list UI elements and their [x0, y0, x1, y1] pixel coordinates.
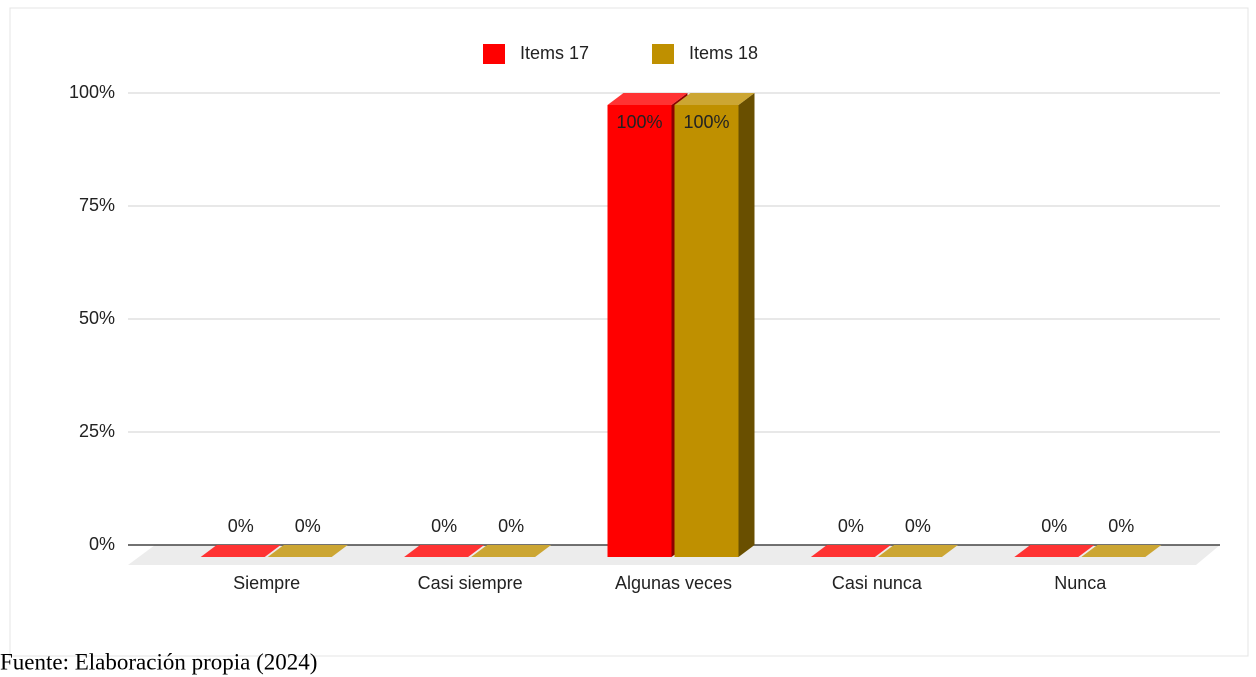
- x-tick-label: Casi siempre: [418, 573, 523, 593]
- x-tick-label: Algunas veces: [615, 573, 732, 593]
- y-tick-label: 75%: [79, 195, 115, 215]
- value-label: 0%: [838, 516, 864, 536]
- legend-swatch: [652, 44, 674, 64]
- bar-top: [404, 545, 485, 557]
- value-label: 0%: [1041, 516, 1067, 536]
- y-tick-label: 50%: [79, 308, 115, 328]
- bar-top: [674, 93, 755, 105]
- bar-top: [1014, 545, 1095, 557]
- value-label: 0%: [228, 516, 254, 536]
- bar: [607, 105, 672, 557]
- x-tick-label: Siempre: [233, 573, 300, 593]
- source-caption: Fuente: Elaboración propia (2024): [0, 649, 317, 674]
- y-tick-label: 100%: [69, 82, 115, 102]
- bar-top: [607, 93, 688, 105]
- chart-frame: [9, 7, 1249, 657]
- value-label: 0%: [431, 516, 457, 536]
- legend-label: Items 17: [520, 43, 589, 63]
- value-label: 0%: [1108, 516, 1134, 536]
- legend-swatch: [483, 44, 505, 64]
- value-label: 0%: [498, 516, 524, 536]
- value-label: 100%: [683, 112, 729, 132]
- bar-top: [267, 545, 348, 557]
- bar: [674, 105, 739, 557]
- y-tick-label: 0%: [89, 534, 115, 554]
- x-tick-label: Nunca: [1054, 573, 1107, 593]
- bar-top: [200, 545, 281, 557]
- value-label: 0%: [905, 516, 931, 536]
- y-tick-label: 25%: [79, 421, 115, 441]
- x-tick-label: Casi nunca: [832, 573, 923, 593]
- value-label: 100%: [616, 112, 662, 132]
- legend-label: Items 18: [689, 43, 758, 63]
- bar-side: [738, 93, 755, 557]
- bar-top: [877, 545, 958, 557]
- bar-top: [471, 545, 552, 557]
- value-label: 0%: [295, 516, 321, 536]
- bar-top: [1081, 545, 1162, 557]
- bar-top: [810, 545, 891, 557]
